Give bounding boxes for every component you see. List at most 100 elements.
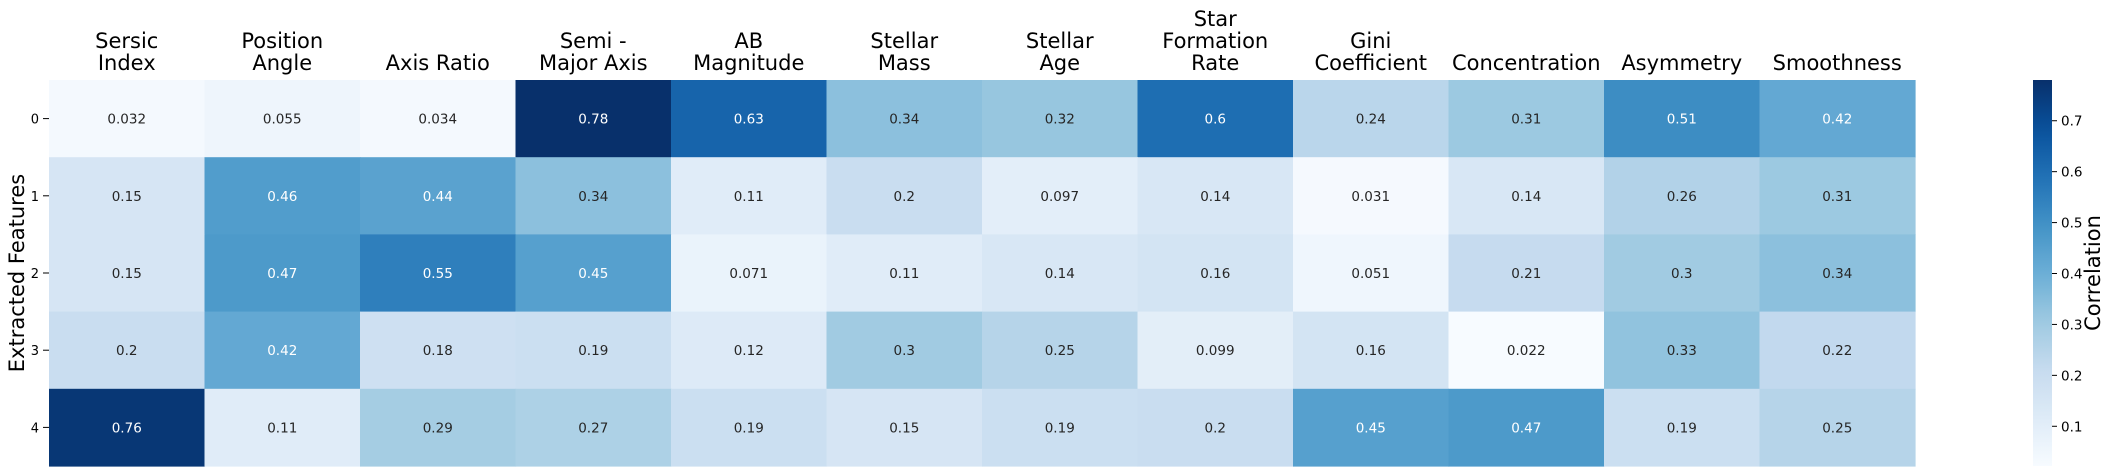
cell-value-label: 0.45 [578,266,608,282]
cell-value-label: 0.32 [1045,112,1075,128]
column-label: Stellar Mass [870,29,938,75]
heatmap-cell [360,157,517,235]
column-label: Stellar Age [1026,29,1094,75]
cell-value-label: 0.22 [1822,343,1852,359]
row-label: 4 [31,421,39,436]
row-label: 0 [31,113,39,128]
y-axis-title: Extracted Features [5,174,29,372]
heatmap-cell [982,388,1139,467]
cell-value-label: 0.51 [1667,112,1697,128]
heatmap-cell [826,80,983,158]
colorbar-tick-label: 0.2 [2061,368,2082,384]
heatmap-cell [204,388,361,467]
heatmap-cell [1604,157,1761,235]
cell-value-label: 0.34 [1822,266,1852,282]
cell-value-label: 0.78 [578,112,608,128]
column-label: Gini Coefficient [1314,29,1427,75]
heatmap-cell [1604,80,1761,158]
heatmap-cell [49,311,206,390]
row-label: 1 [31,190,39,205]
heatmap-cell [204,311,361,390]
cell-value-label: 0.18 [423,343,453,359]
column-label: Semi -Major Axis [539,29,648,75]
row-label: 3 [31,344,39,359]
heatmap-cell [1137,157,1294,235]
row-label: 2 [31,267,39,282]
cell-value-label: 0.44 [423,189,453,205]
cell-value-label: 0.42 [267,343,297,359]
column-labels: Sersic Index Position Angle Axis Ratio Semi -… [95,7,1902,75]
cell-value-label: 0.19 [578,343,608,359]
cell-value-label: 0.26 [1667,189,1697,205]
cell-value-label: 0.33 [1667,343,1697,359]
column-label: Smoothness [1773,51,1902,75]
cell-value-label: 0.032 [107,112,146,128]
heatmap-cell [515,80,672,158]
cell-value-label: 0.15 [112,189,142,205]
heatmap-cell [1448,80,1605,158]
column-label: AB Magnitude [693,29,804,75]
heatmap-cell [1293,157,1450,235]
heatmap-cell [1137,388,1294,467]
cell-value-label: 0.099 [1196,343,1235,359]
column-label: Axis Ratio [386,51,490,75]
cell-value-label: 0.47 [267,266,297,282]
heatmap-cell [1759,388,1916,467]
heatmap-cell [204,234,361,313]
heatmap-cell [1293,311,1450,390]
cell-value-label: 0.24 [1356,112,1386,128]
cell-value-label: 0.11 [889,266,919,282]
heatmap-cell [1759,80,1916,158]
cell-value-label: 0.29 [423,420,453,436]
heatmap-cell [1604,234,1761,313]
heatmap-cell [49,234,206,313]
heatmap-cell [1448,234,1605,313]
heatmap-cell [826,388,983,467]
cell-value-label: 0.12 [734,343,764,359]
heatmap-cell [1293,388,1450,467]
colorbar-tick-label: 0.7 [2061,114,2082,130]
cell-value-label: 0.46 [267,189,297,205]
cell-value-label: 0.11 [267,420,297,436]
cell-value-label: 0.45 [1356,420,1386,436]
cell-value-label: 0.14 [1200,189,1230,205]
cell-value-label: 0.022 [1507,343,1546,359]
heatmap-cell [1293,234,1450,313]
cell-value-label: 0.16 [1200,266,1230,282]
heatmap-cell [826,311,983,390]
heatmap-cell [671,311,828,390]
cell-value-label: 0.2 [1205,420,1226,436]
cell-value-label: 0.097 [1040,189,1079,205]
heatmap-cell [49,388,206,467]
cell-value-label: 0.76 [112,420,142,436]
cell-value-label: 0.11 [734,189,764,205]
colorbar-tick-label: 0.5 [2061,216,2082,232]
heatmap-cell [360,234,517,313]
column-label: Star Formation Rate [1162,7,1268,75]
cell-value-label: 0.3 [894,343,915,359]
heatmap-cell [1759,311,1916,390]
cell-value-label: 0.16 [1356,343,1386,359]
cell-value-label: 0.031 [1351,189,1390,205]
column-label: Asymmetry [1621,51,1742,75]
cell-value-label: 0.14 [1511,189,1541,205]
cell-value-label: 0.42 [1822,112,1852,128]
heatmap-cell [982,234,1139,313]
heatmap-cell [982,80,1139,158]
cell-value-label: 0.3 [1671,266,1692,282]
cell-value-label: 0.15 [112,266,142,282]
heatmap-cell [1759,157,1916,235]
heatmap-cell [360,388,517,467]
heatmap-cell [1604,311,1761,390]
heatmap-cell [1137,234,1294,313]
cell-value-label: 0.63 [734,112,764,128]
cell-value-label: 0.055 [263,112,302,128]
heatmap-cell [515,311,672,390]
heatmap-cell [671,234,828,313]
cell-value-label: 0.19 [1667,420,1697,436]
colorbar-tick-label: 0.3 [2061,317,2082,333]
colorbar-label: Correlation [2081,215,2105,331]
cell-value-label: 0.31 [1511,112,1541,128]
cell-value-label: 0.47 [1511,420,1541,436]
